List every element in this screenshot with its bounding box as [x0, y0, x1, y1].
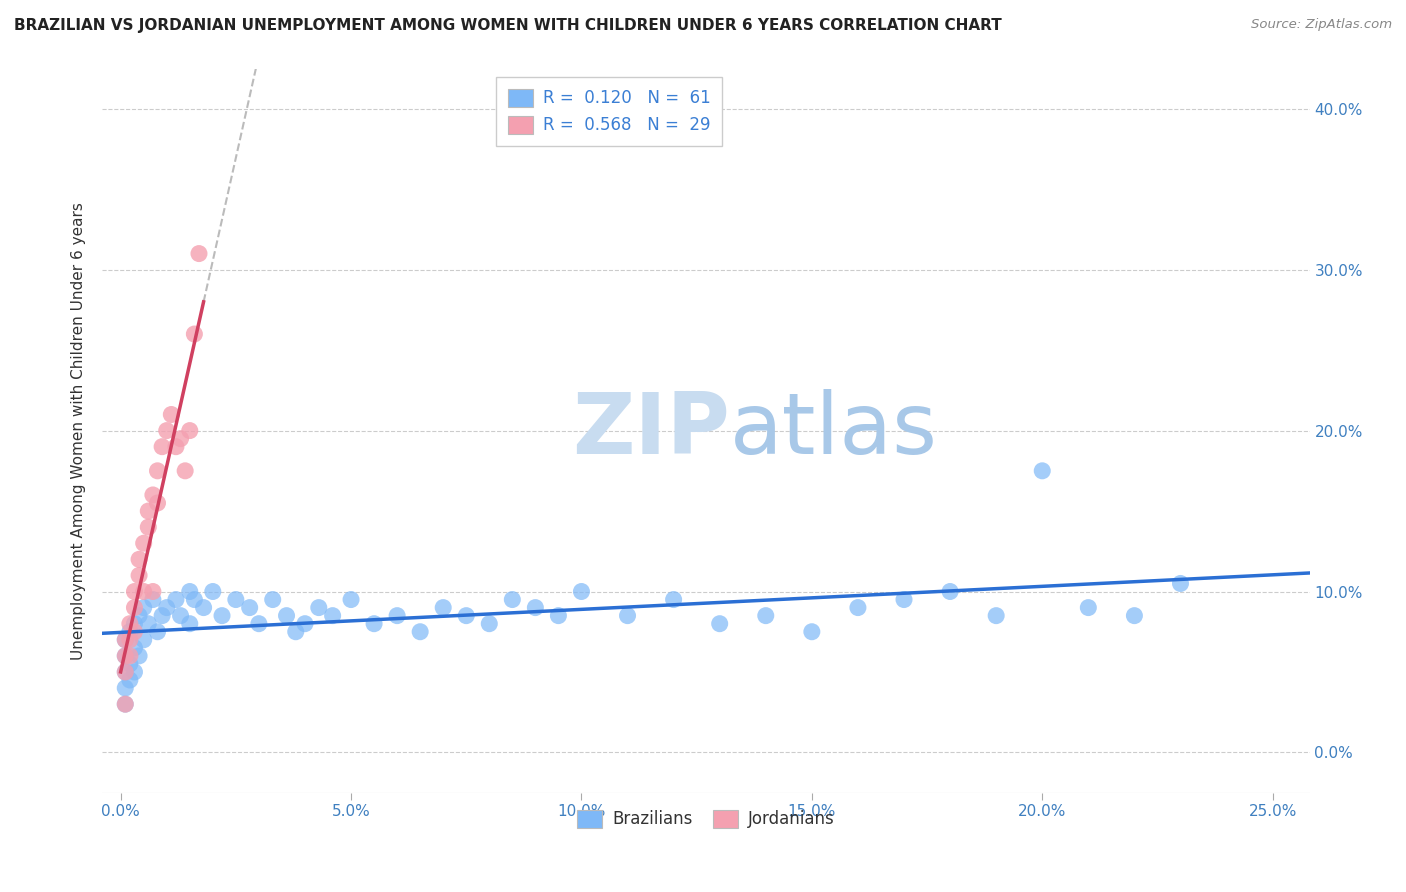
Point [547, 608, 569, 623]
Point [893, 592, 915, 607]
Point [124, 600, 146, 615]
Point [128, 648, 150, 663]
Point [136, 504, 159, 518]
Text: BRAZILIAN VS JORDANIAN UNEMPLOYMENT AMONG WOMEN WITH CHILDREN UNDER 6 YEARS CORR: BRAZILIAN VS JORDANIAN UNEMPLOYMENT AMON… [14, 18, 1002, 33]
Point [456, 608, 478, 623]
Point [571, 584, 593, 599]
Point [1123, 608, 1146, 623]
Point [114, 697, 136, 711]
Point [124, 640, 146, 655]
Point [524, 600, 547, 615]
Point [118, 648, 141, 663]
Point [262, 592, 284, 607]
Point [124, 584, 146, 599]
Point [188, 246, 211, 260]
Point [165, 440, 187, 454]
Point [132, 584, 155, 599]
Point [201, 584, 224, 599]
Point [1077, 600, 1099, 615]
Point [136, 616, 159, 631]
Point [114, 665, 136, 679]
Point [939, 584, 962, 599]
Text: ZIP: ZIP [572, 389, 730, 472]
Point [1170, 576, 1192, 591]
Point [846, 600, 869, 615]
Point [150, 440, 173, 454]
Point [211, 608, 233, 623]
Point [662, 592, 685, 607]
Point [118, 632, 141, 647]
Point [124, 624, 146, 639]
Point [432, 600, 454, 615]
Point [128, 568, 150, 582]
Point [340, 592, 363, 607]
Point [160, 408, 183, 422]
Point [616, 608, 638, 623]
Point [114, 697, 136, 711]
Point [128, 552, 150, 566]
Point [276, 608, 298, 623]
Point [225, 592, 247, 607]
Point [183, 326, 205, 341]
Point [986, 608, 1008, 623]
Point [169, 432, 191, 446]
Point [385, 608, 408, 623]
Point [156, 600, 179, 615]
Point [501, 592, 523, 607]
Point [169, 608, 191, 623]
Y-axis label: Unemployment Among Women with Children Under 6 years: Unemployment Among Women with Children U… [72, 202, 86, 659]
Point [409, 624, 432, 639]
Point [183, 592, 205, 607]
Point [294, 616, 316, 631]
Point [142, 488, 165, 502]
Point [114, 681, 136, 695]
Legend: Brazilians, Jordanians: Brazilians, Jordanians [571, 803, 841, 835]
Point [124, 665, 146, 679]
Point [363, 616, 385, 631]
Point [1031, 464, 1053, 478]
Point [114, 648, 136, 663]
Point [118, 657, 141, 671]
Point [136, 520, 159, 534]
Point [239, 600, 262, 615]
Point [118, 616, 141, 631]
Point [800, 624, 823, 639]
Point [146, 624, 169, 639]
Point [179, 424, 201, 438]
Point [128, 608, 150, 623]
Point [142, 592, 165, 607]
Point [150, 608, 173, 623]
Point [146, 496, 169, 510]
Point [709, 616, 731, 631]
Point [118, 673, 141, 687]
Point [179, 584, 201, 599]
Point [146, 464, 169, 478]
Point [478, 616, 501, 631]
Point [165, 592, 187, 607]
Point [124, 616, 146, 631]
Point [132, 536, 155, 550]
Point [174, 464, 197, 478]
Text: atlas: atlas [730, 389, 938, 472]
Point [132, 632, 155, 647]
Point [284, 624, 307, 639]
Point [308, 600, 330, 615]
Point [114, 648, 136, 663]
Point [247, 616, 270, 631]
Point [118, 624, 141, 639]
Point [156, 424, 179, 438]
Point [114, 632, 136, 647]
Point [755, 608, 778, 623]
Point [179, 616, 201, 631]
Point [142, 584, 165, 599]
Point [114, 665, 136, 679]
Point [193, 600, 215, 615]
Point [322, 608, 344, 623]
Point [114, 632, 136, 647]
Point [132, 600, 155, 615]
Text: Source: ZipAtlas.com: Source: ZipAtlas.com [1251, 18, 1392, 31]
